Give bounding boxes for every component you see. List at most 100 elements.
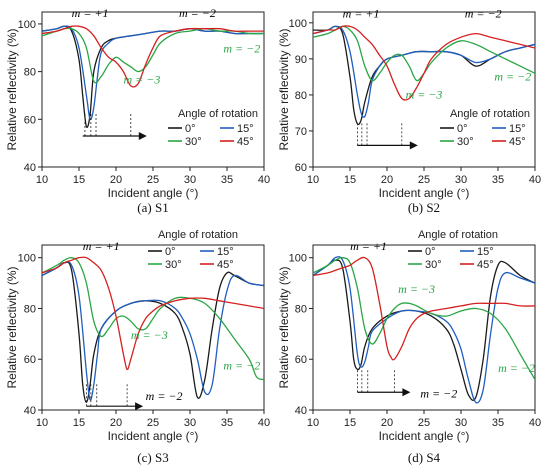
series-line-45deg bbox=[313, 256, 535, 361]
x-tick-label: 15 bbox=[73, 417, 85, 429]
x-tick-label: 15 bbox=[344, 417, 356, 429]
x-tick-label: 10 bbox=[36, 417, 48, 429]
x-tick-label: 30 bbox=[184, 174, 196, 186]
x-tick-label: 25 bbox=[418, 174, 430, 186]
x-axis-label: Incident angle (°) bbox=[379, 186, 470, 200]
y-tick-label: 80 bbox=[24, 303, 36, 315]
x-tick-label: 25 bbox=[418, 417, 430, 429]
y-tick-label: 100 bbox=[289, 253, 307, 265]
x-tick-label: 35 bbox=[492, 417, 504, 429]
legend-title: Angle of rotation bbox=[450, 108, 530, 120]
mode-annotation: m = +1 bbox=[72, 6, 109, 20]
y-tick-label: 60 bbox=[24, 114, 36, 126]
mode-annotation: m = −3 bbox=[123, 73, 160, 87]
panel-caption: (d) S4 bbox=[408, 450, 441, 465]
shift-arrow-head bbox=[409, 141, 418, 150]
legend-entry: 30° bbox=[165, 259, 182, 271]
y-tick-label: 60 bbox=[295, 354, 307, 366]
x-tick-label: 35 bbox=[492, 174, 504, 186]
x-tick-label: 35 bbox=[221, 417, 233, 429]
panel-caption: (c) S3 bbox=[137, 450, 168, 465]
series-line-45deg bbox=[42, 25, 264, 88]
x-tick-label: 40 bbox=[529, 174, 541, 186]
shift-arrow-head bbox=[135, 402, 144, 411]
legend-entry: 30° bbox=[425, 259, 442, 271]
y-tick-label: 100 bbox=[18, 253, 36, 265]
legend-entry: 15° bbox=[509, 123, 526, 135]
legend-entry: 0° bbox=[165, 246, 176, 258]
x-axis-label: Incident angle (°) bbox=[108, 429, 199, 443]
legend-title: Angle of rotation bbox=[418, 229, 498, 241]
x-tick-label: 40 bbox=[258, 417, 270, 429]
legend-entry: 30° bbox=[457, 136, 474, 148]
x-tick-label: 30 bbox=[184, 417, 196, 429]
series-line-15deg bbox=[42, 261, 264, 401]
legend-entry: 45° bbox=[509, 136, 526, 148]
chart-panel-3: 10 15 20 25 30 35 40 40 60 80 100 Incident angle (°… bbox=[5, 229, 270, 465]
legend-entry: 45° bbox=[237, 136, 254, 148]
x-tick-label: 40 bbox=[258, 174, 270, 186]
legend-entry: 0° bbox=[185, 123, 196, 135]
y-tick-label: 60 bbox=[24, 354, 36, 366]
y-tick-label: 80 bbox=[24, 67, 36, 79]
chart-panel-2: 10 15 20 25 30 35 40 60 70 80 90 100 Incident angle … bbox=[277, 6, 541, 215]
y-tick-label: 100 bbox=[18, 19, 36, 31]
series-line-30deg bbox=[42, 256, 264, 381]
mode-annotation: m = −2 bbox=[223, 358, 260, 372]
x-tick-label: 20 bbox=[381, 174, 393, 186]
series-line-45deg bbox=[313, 25, 535, 101]
y-tick-label: 80 bbox=[295, 90, 307, 102]
y-tick-label: 80 bbox=[295, 303, 307, 315]
series-line-15deg bbox=[313, 256, 535, 404]
legend-entry: 15° bbox=[217, 246, 234, 258]
legend-entry: 15° bbox=[237, 123, 254, 135]
y-axis-label: Relative reflectivity (%) bbox=[5, 28, 19, 150]
y-tick-label: 90 bbox=[295, 54, 307, 66]
series-group bbox=[42, 256, 264, 404]
legend-entry: 0° bbox=[425, 246, 436, 258]
mode-annotation: m = −2 bbox=[179, 6, 216, 20]
legend-entry: 30° bbox=[185, 136, 202, 148]
series-line-0deg bbox=[313, 259, 535, 401]
x-tick-label: 20 bbox=[381, 417, 393, 429]
mode-annotation: m = −2 bbox=[223, 42, 260, 56]
x-tick-label: 10 bbox=[307, 174, 319, 186]
legend-title: Angle of rotation bbox=[158, 229, 238, 241]
mode-annotation: m = −2 bbox=[465, 6, 502, 20]
chart-panel-1: 10 15 20 25 30 35 40 40 60 80 100 Incident angle (°… bbox=[5, 6, 270, 215]
x-tick-label: 15 bbox=[73, 174, 85, 186]
series-line-30deg bbox=[313, 256, 535, 380]
mode-annotation: m = −2 bbox=[498, 361, 535, 375]
mode-annotation: m = +1 bbox=[350, 239, 387, 253]
y-tick-label: 40 bbox=[295, 405, 307, 417]
x-tick-label: 20 bbox=[110, 174, 122, 186]
mode-annotation: m = −2 bbox=[420, 386, 457, 400]
y-axis-label: Relative reflectivity (%) bbox=[277, 28, 291, 150]
legend-entry: 15° bbox=[477, 246, 494, 258]
y-tick-label: 40 bbox=[24, 162, 36, 174]
x-tick-label: 35 bbox=[221, 174, 233, 186]
shift-arrow-head bbox=[402, 388, 411, 397]
x-axis-label: Incident angle (°) bbox=[108, 186, 199, 200]
x-tick-label: 30 bbox=[455, 174, 467, 186]
series-line-30deg bbox=[313, 25, 535, 82]
shift-arrow-head bbox=[138, 132, 147, 140]
panel-caption: (a) S1 bbox=[137, 200, 168, 215]
x-tick-label: 20 bbox=[110, 417, 122, 429]
mode-annotation: m = −2 bbox=[146, 389, 183, 403]
series-line-15deg bbox=[313, 25, 535, 118]
y-tick-label: 70 bbox=[295, 126, 307, 138]
x-axis-label: Incident angle (°) bbox=[379, 429, 470, 443]
legend-entry: 45° bbox=[217, 259, 234, 271]
y-tick-label: 100 bbox=[289, 18, 307, 30]
x-tick-label: 40 bbox=[529, 417, 541, 429]
legend-entry: 0° bbox=[457, 123, 468, 135]
mode-annotation: m = −2 bbox=[494, 69, 531, 83]
mode-annotation: m = −3 bbox=[131, 328, 168, 342]
series-group bbox=[313, 256, 535, 404]
y-tick-label: 40 bbox=[24, 405, 36, 417]
series-group bbox=[313, 25, 535, 126]
mode-annotation: m = +1 bbox=[343, 6, 380, 20]
x-tick-label: 30 bbox=[455, 417, 467, 429]
